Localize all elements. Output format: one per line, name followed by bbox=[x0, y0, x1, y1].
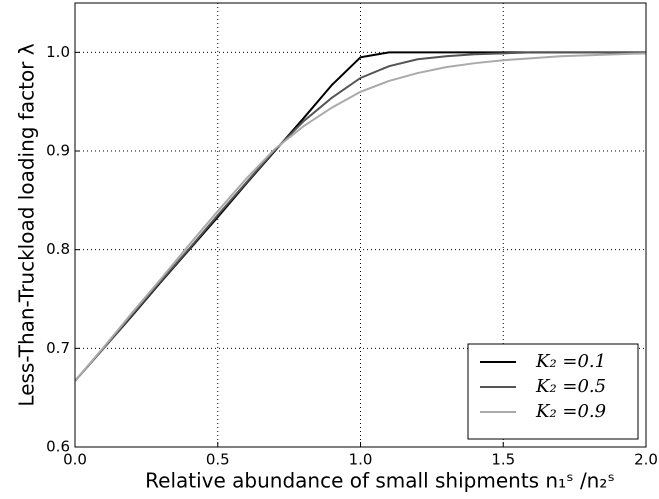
line-series bbox=[75, 51, 646, 382]
x-axis-label: Relative abundance of small shipments n₁… bbox=[145, 469, 615, 493]
x-tick-label: 0.0 bbox=[63, 451, 87, 469]
legend-box bbox=[467, 343, 639, 440]
x-tick-label: 0.5 bbox=[206, 451, 230, 469]
legend-label: K₂ =0.9 bbox=[535, 401, 606, 422]
y-tick-label: 0.8 bbox=[46, 240, 70, 258]
plot-frame bbox=[74, 2, 647, 448]
y-tick-label: 1.0 bbox=[46, 43, 70, 61]
y-tick-label: 0.6 bbox=[46, 438, 70, 456]
y-tick-label: 0.9 bbox=[46, 142, 70, 160]
legend-label: K₂ =0.5 bbox=[535, 376, 606, 397]
x-tick-label: 1.5 bbox=[491, 451, 515, 469]
y-tick-label: 0.7 bbox=[46, 339, 70, 357]
y-axis-label: Less-Than-Truckload loading factor λ bbox=[15, 43, 39, 406]
legend-label: K₂ =0.1 bbox=[535, 351, 606, 372]
x-tick-label: 1.0 bbox=[349, 451, 373, 469]
line-series bbox=[75, 52, 646, 382]
x-tick-label: 2.0 bbox=[634, 451, 658, 469]
